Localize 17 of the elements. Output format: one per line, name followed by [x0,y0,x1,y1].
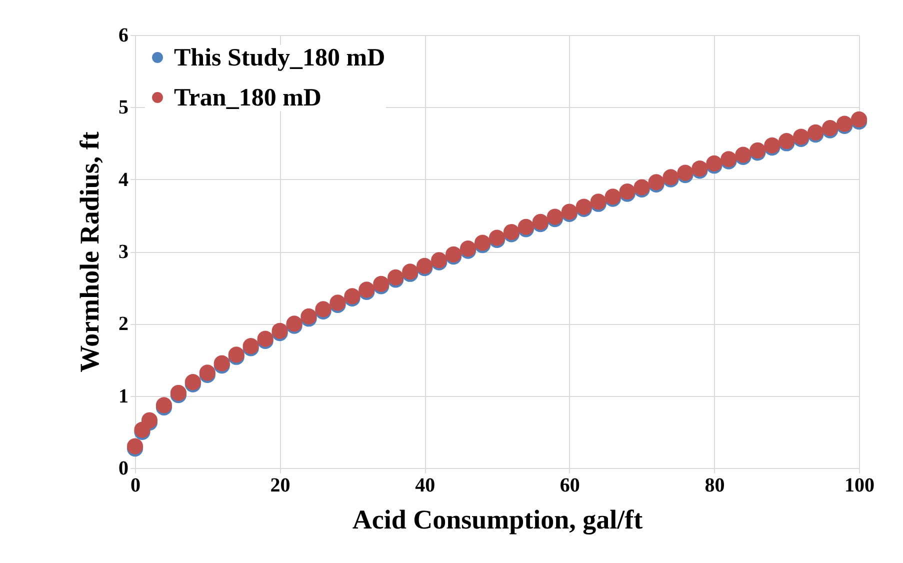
y-tick-label: 6 [118,24,128,46]
y-tick-label: 2 [118,313,128,336]
legend-label: This Study_180 mD [174,44,386,72]
y-tick-label: 1 [118,385,128,408]
y-tick-label: 5 [118,96,128,119]
legend-label: Tran_180 mD [174,84,322,112]
y-tick-label: 0 [118,458,128,480]
x-tick-label: 20 [270,474,290,496]
y-tick-label: 4 [118,168,128,191]
x-tick-label: 40 [415,474,436,496]
point [141,412,158,428]
x-tick-label: 80 [704,474,725,496]
y-tick-label: 3 [118,241,128,263]
x-tick-label: 100 [844,474,874,496]
x-tick-label: 60 [560,474,580,496]
x-axis-title: Acid Consumption, gal/ft [352,504,643,534]
y-axis-title: Wormhole Radius, ft [74,132,104,372]
